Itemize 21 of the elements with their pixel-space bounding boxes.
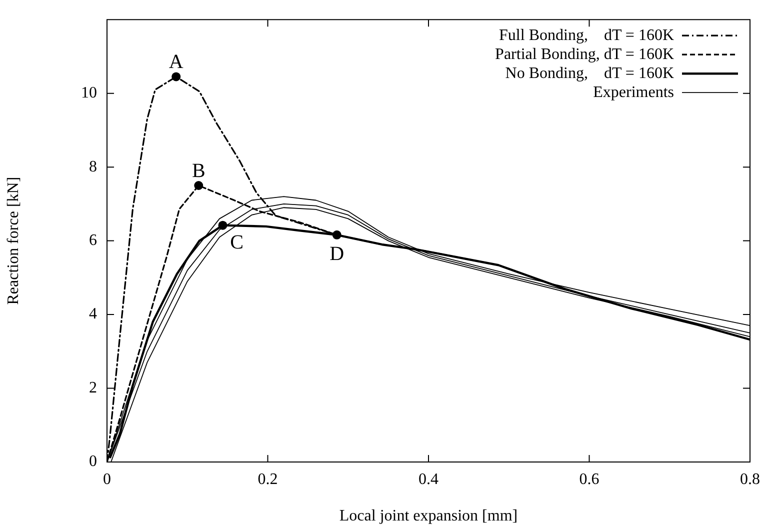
- x-tick-label: 0.4: [418, 470, 438, 488]
- annotation: A: [168, 50, 184, 73]
- x-tick-label: 0.2: [258, 470, 278, 488]
- annotation: B: [192, 160, 206, 182]
- x-tick-label: 0.8: [740, 470, 760, 488]
- x-tick-label: 0.6: [579, 470, 600, 488]
- y-tick-label: 4: [89, 306, 97, 323]
- annotation: D: [330, 243, 344, 266]
- y-tick-label: 6: [89, 232, 97, 250]
- legend-label: Experiments: [593, 84, 674, 101]
- y-tick-label: 2: [89, 379, 97, 396]
- annotation: C: [230, 232, 244, 254]
- x-axis-title: Local joint expansion [mm]: [339, 508, 518, 525]
- legend-label: Partial Bonding, dT = 160K: [495, 46, 674, 63]
- y-axis-title: Reaction force [kN]: [4, 176, 22, 305]
- y-tick-label: 0: [89, 453, 97, 470]
- y-tick-label: 10: [81, 84, 97, 102]
- x-tick-label: 0: [103, 470, 111, 488]
- legend-label: No Bonding, dT = 160K: [505, 64, 674, 82]
- y-tick-label: 8: [89, 158, 97, 176]
- legend-label: Full Bonding, dT = 160K: [499, 26, 674, 44]
